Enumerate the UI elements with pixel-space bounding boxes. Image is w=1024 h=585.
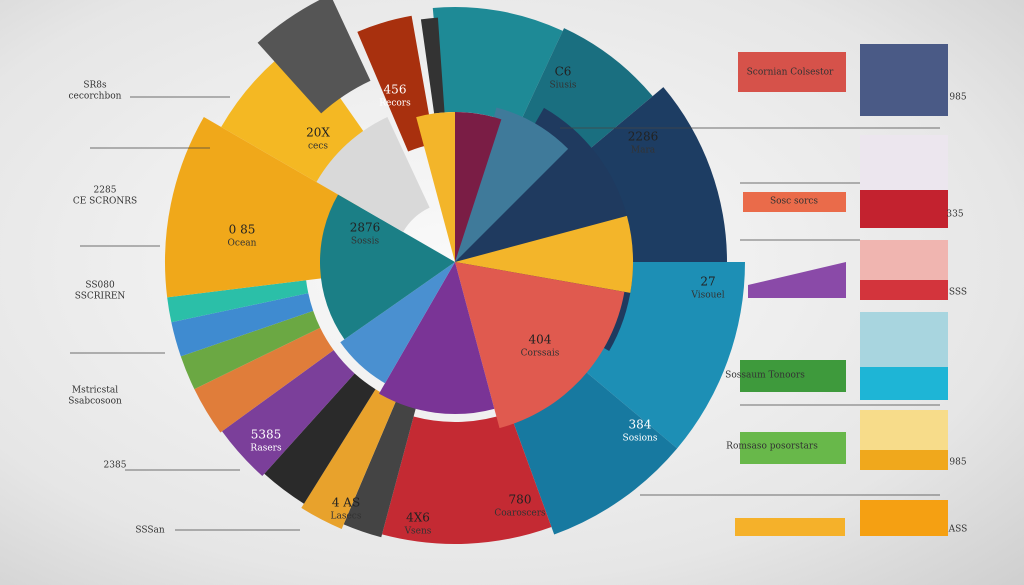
wedge-value: 5385 <box>251 428 282 442</box>
wedge <box>320 194 455 340</box>
wedge-caption: Recors <box>379 99 411 109</box>
wedge-value: 0 85 <box>229 223 256 237</box>
wedge <box>194 327 334 433</box>
right-label: Romsaso posorstars <box>726 442 818 452</box>
wedge-value: C6 <box>555 65 572 79</box>
left-value: 2285 <box>94 186 117 196</box>
wedge <box>455 112 502 262</box>
wedge-caption: Vsens <box>404 527 432 537</box>
wedge-caption: Siusis <box>550 81 577 91</box>
left-value: Mstricstal <box>72 386 118 396</box>
wedge-value: 27 <box>700 275 715 289</box>
right-label: Scornian Colsestor <box>747 68 834 78</box>
wedge <box>257 0 371 114</box>
wedge <box>340 262 455 384</box>
wedge <box>343 400 417 538</box>
wedge-value: 4X6 <box>406 511 430 525</box>
left-value: 2385 <box>104 461 127 471</box>
wedge-value: 4 AS <box>332 496 360 510</box>
wedge <box>432 7 563 127</box>
left-caption: cecorchbon <box>69 92 122 102</box>
wedge <box>455 262 625 429</box>
left-caption: CE SCRONRS <box>73 197 137 207</box>
wedge-caption: Corssais <box>521 349 560 359</box>
wedge <box>357 15 435 152</box>
right-label: SSS <box>949 288 967 298</box>
wedge <box>455 215 633 293</box>
wedge-value: 780 <box>509 493 532 507</box>
right-label: Sosc sorcs <box>770 197 818 207</box>
wedge-value: 2286 <box>628 130 659 144</box>
left-value: SR8s <box>83 81 107 91</box>
wedge <box>222 350 355 477</box>
left-caption: Ssabcosoon <box>68 397 122 407</box>
wedge-caption: Mara <box>631 146 656 156</box>
wedge <box>316 116 430 232</box>
wedge <box>416 112 455 262</box>
wedge <box>165 117 360 298</box>
wedge-value: 384 <box>629 418 652 432</box>
wedge-caption: Sossis <box>351 237 380 247</box>
right-label: 985 <box>949 458 966 468</box>
wedge <box>301 389 397 529</box>
wedge <box>167 280 309 323</box>
left-caption: SSCRIREN <box>75 292 126 302</box>
wedge-caption: Ocean <box>228 239 257 249</box>
wedge <box>180 310 321 390</box>
right-panels <box>735 44 948 536</box>
wedge <box>379 262 495 415</box>
left-value: SSSan <box>135 526 165 536</box>
wedge-caption: cecs <box>308 142 328 152</box>
wedge-value: 2876 <box>350 221 381 235</box>
right-label: Sossaum Tonoors <box>725 371 805 381</box>
wedge <box>171 293 314 357</box>
wedge <box>264 373 376 504</box>
wedge-caption: Coaroscers <box>494 509 546 519</box>
left-value: SS080 <box>85 281 115 291</box>
wedge-caption: Lasecs <box>331 512 362 522</box>
wedge-caption: Sosions <box>623 434 658 444</box>
wedge-value: 456 <box>384 83 407 97</box>
right-label: ASS <box>948 525 968 535</box>
wedge-caption: Rasers <box>250 444 282 454</box>
wedge <box>382 412 552 544</box>
right-label: 335 <box>946 210 963 220</box>
right-label: 985 <box>949 93 966 103</box>
leader-lines <box>70 96 940 531</box>
wedge-caption: Visouel <box>690 291 724 301</box>
pie-graphic <box>165 0 745 544</box>
wedge <box>420 17 445 114</box>
wedge-value: 404 <box>529 333 552 347</box>
wedge <box>455 107 569 262</box>
wedge-value: 20X <box>306 126 330 140</box>
